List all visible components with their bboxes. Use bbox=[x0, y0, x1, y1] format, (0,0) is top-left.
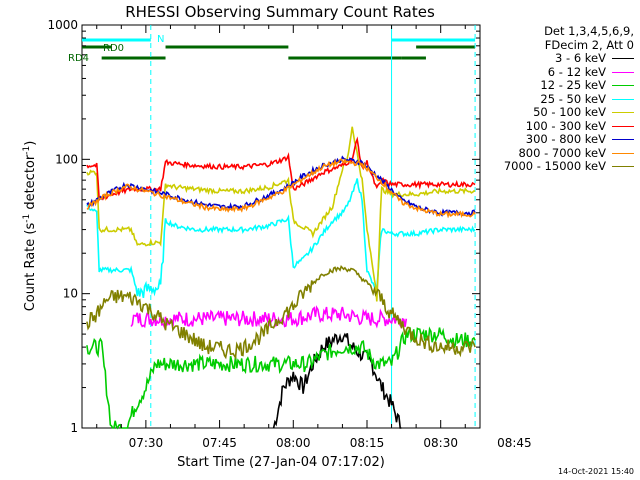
x-tick-label: 07:45 bbox=[202, 436, 237, 450]
series-line bbox=[86, 126, 476, 302]
legend-entry: 25 - 50 keV bbox=[470, 91, 634, 107]
legend-header-line-2: FDecim 2, Att 0 bbox=[544, 37, 634, 52]
legend-swatch bbox=[612, 125, 634, 127]
flag-label-rd0: RD0 bbox=[103, 43, 124, 54]
series-group bbox=[86, 126, 476, 430]
x-tick-label: 08:15 bbox=[350, 436, 385, 450]
plot-frame bbox=[81, 24, 481, 429]
legend-entry-label: 800 - 7000 keV bbox=[518, 145, 606, 160]
series-line bbox=[86, 178, 476, 299]
flag-bars bbox=[82, 38, 476, 60]
legend-entry-label: 25 - 50 keV bbox=[540, 91, 606, 106]
legend-swatch bbox=[612, 58, 634, 60]
legend-swatch bbox=[612, 152, 634, 154]
flag-label-night: N bbox=[157, 34, 164, 45]
legend-entry-label: 100 - 300 keV bbox=[525, 118, 606, 133]
legend-entry: 6 - 12 keV bbox=[470, 64, 634, 80]
series-line bbox=[86, 158, 476, 219]
legend-swatch bbox=[612, 112, 634, 114]
series-line bbox=[130, 305, 408, 330]
flag-label-rd4: RD4 bbox=[68, 53, 89, 64]
legend-entry: 50 - 100 keV bbox=[470, 105, 634, 120]
x-tick-label: 08:00 bbox=[276, 436, 311, 450]
legend-swatch bbox=[612, 85, 634, 87]
x-axis-label: Start Time (27-Jan-04 07:17:02) bbox=[177, 455, 385, 470]
legend-entry: 300 - 800 keV bbox=[470, 132, 634, 147]
legend-entry: 100 - 300 keV bbox=[470, 118, 634, 134]
x-axis: 07:30 07:45 08:00 08:15 08:30 08:45 bbox=[96, 25, 532, 450]
y-tick-label: 1000 bbox=[47, 18, 78, 32]
legend-swatch bbox=[612, 98, 634, 100]
legend-entry: 800 - 7000 keV bbox=[470, 145, 634, 161]
legend: Det 1,3,4,5,6,9, FDecim 2, Att 0 3 - 6 k… bbox=[470, 24, 634, 174]
footer-timestamp: 14-Oct-2021 15:40 bbox=[558, 467, 634, 476]
legend-swatch bbox=[612, 71, 634, 73]
legend-entry: 12 - 25 keV bbox=[470, 78, 634, 93]
y-axis: 1 10 100 1000 bbox=[47, 18, 480, 435]
y-axis-label: Count Rate (s-1 detector-1) bbox=[22, 141, 38, 312]
series-line bbox=[86, 264, 476, 361]
legend-entries: 3 - 6 keV 6 - 12 keV 12 - 25 keV 25 - 50 ke… bbox=[470, 51, 634, 174]
x-tick-label: 08:30 bbox=[423, 436, 458, 450]
legend-entry-label: 50 - 100 keV bbox=[533, 105, 606, 119]
legend-entry-label: 3 - 6 keV bbox=[555, 51, 606, 65]
legend-entry: 7000 - 15000 keV bbox=[470, 159, 634, 174]
legend-swatch bbox=[612, 139, 634, 141]
x-tick-label: 08:45 bbox=[497, 436, 532, 450]
y-tick-label: 10 bbox=[63, 287, 78, 301]
chart-title: RHESSI Observing Summary Count Rates bbox=[125, 3, 435, 21]
series-line bbox=[272, 332, 402, 429]
y-tick-label: 1 bbox=[70, 421, 78, 435]
y-tick-label: 100 bbox=[55, 152, 78, 166]
legend-header-line-1: Det 1,3,4,5,6,9, bbox=[544, 24, 634, 38]
x-tick-label: 07:30 bbox=[129, 436, 164, 450]
legend-entry-label: 7000 - 15000 keV bbox=[503, 159, 606, 173]
legend-swatch bbox=[612, 166, 634, 168]
legend-entry-label: 6 - 12 keV bbox=[547, 64, 606, 79]
legend-entry-label: 300 - 800 keV bbox=[525, 132, 606, 146]
legend-entry-label: 12 - 25 keV bbox=[540, 78, 606, 92]
legend-entry: 3 - 6 keV bbox=[470, 51, 634, 66]
